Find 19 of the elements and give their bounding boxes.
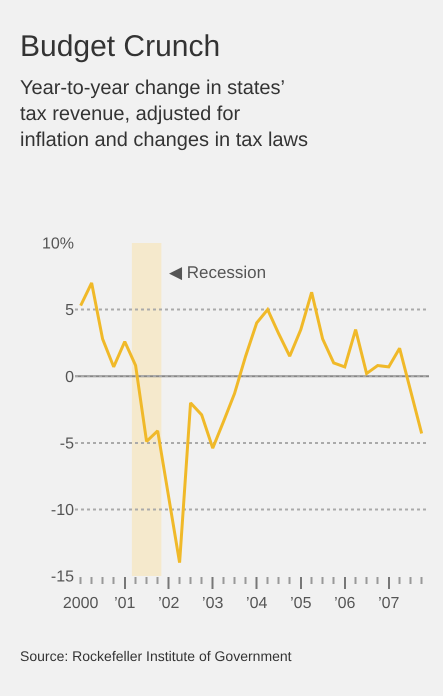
y-tick-label: -15 [50, 568, 74, 586]
y-tick-label: -5 [60, 435, 74, 452]
y-tick-label: -10 [50, 502, 74, 519]
x-tick-label: ’05 [290, 595, 312, 612]
x-tick-label: ’03 [202, 595, 224, 612]
line-series [79, 281, 424, 564]
chart-title: Budget Crunch [20, 30, 220, 63]
y-tick-label: 5 [65, 302, 74, 320]
x-tick-label: ’06 [334, 595, 356, 612]
y-tick-label: 10% [42, 236, 74, 253]
x-tick-label: ’04 [246, 595, 268, 612]
band-label: ◀ Recession [169, 263, 266, 282]
x-tick-label: 2000 [62, 595, 99, 612]
y-tick-label: 0 [65, 368, 74, 386]
x-tick-label: ’01 [114, 595, 136, 612]
x-tick-label: ’07 [378, 595, 400, 612]
source-note: Source: Rockefeller Institute of Government [20, 648, 292, 664]
chart-subtitle: Year-to-year change in states’ tax revenue, adjusted for inflation and changes in tax laws [20, 77, 308, 151]
x-tick-label: ’02 [158, 595, 180, 612]
